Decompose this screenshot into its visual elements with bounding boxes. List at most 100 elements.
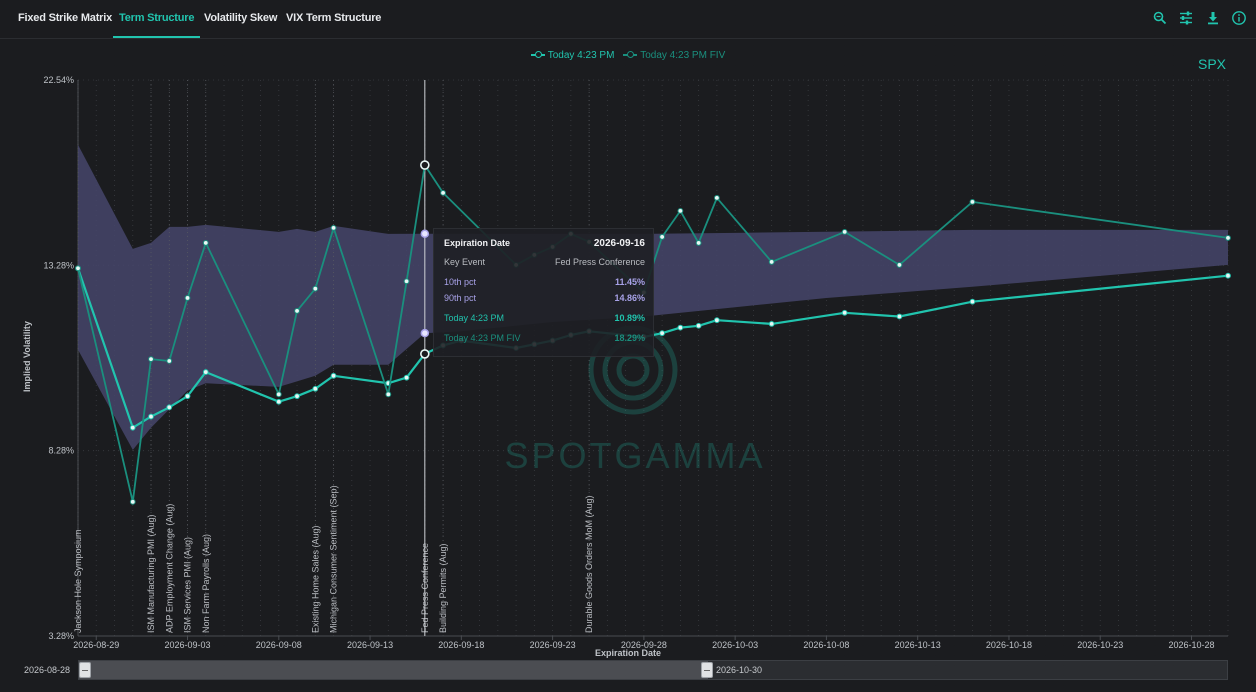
date-range-slider[interactable] [78, 660, 1228, 680]
slider-end-handle[interactable] [701, 662, 713, 678]
x-tick-label: 2026-09-23 [530, 640, 576, 650]
fiv-data-point [969, 198, 976, 205]
slider-start-handle[interactable] [79, 662, 91, 678]
today-data-point [202, 369, 209, 375]
download-icon[interactable] [1205, 10, 1221, 26]
fiv-data-point [385, 391, 392, 398]
today-data-point [659, 330, 666, 337]
fiv-data-point [202, 240, 209, 246]
fiv-data-point [312, 285, 319, 292]
legend-item-fiv[interactable]: Today 4:23 PM FIV [623, 50, 725, 61]
today-data-point [896, 313, 903, 320]
p90-marker [420, 229, 430, 238]
today-data-point [312, 385, 319, 392]
today-data-point [403, 374, 410, 381]
tooltip-row-today: Today 4:23 PM 10.89% [444, 313, 645, 325]
fiv-data-point [75, 265, 81, 272]
x-tick-label: 2026-09-13 [347, 640, 393, 650]
event-label: Building Permits (Aug) [438, 543, 448, 633]
x-tick-label: 2026-10-18 [986, 640, 1032, 650]
legend-swatch-today [530, 51, 545, 59]
tooltip-expiration-value: 2026-09-16 [593, 238, 645, 249]
fiv-data-point [896, 262, 903, 268]
tooltip-row-90th: 90th pct 14.86% [444, 293, 645, 305]
tooltip-today-label: Today 4:23 PM [444, 313, 505, 323]
fiv-data-point [294, 308, 300, 314]
fiv-data-point [330, 225, 337, 231]
y-tick-label: 3.28% [48, 631, 74, 641]
tab-volatility-skew[interactable]: Volatility Skew [204, 12, 278, 24]
today-data-point [129, 424, 136, 431]
slider-start-label: 2026-08-28 [24, 665, 71, 675]
info-icon[interactable] [1231, 10, 1247, 26]
p10-marker [420, 328, 430, 338]
x-tick-label: 2026-09-28 [621, 640, 667, 650]
x-tick-label: 2026-10-28 [1168, 640, 1214, 650]
tab-fixed-strike-matrix[interactable]: Fixed Strike Matrix [18, 12, 113, 24]
x-tick-label: 2026-08-29 [73, 640, 119, 650]
event-label: ISM Manufacturing PMI (Aug) [146, 514, 156, 633]
tooltip-row-10th: 10th pct 11.45% [444, 277, 645, 289]
x-tick-label: 2026-10-08 [803, 640, 849, 650]
legend-label-today: Today 4:23 PM [547, 50, 615, 61]
legend-label-fiv: Today 4:23 PM FIV [640, 50, 726, 61]
legend-item-today[interactable]: Today 4:23 PM [530, 50, 615, 61]
today-data-point [1225, 272, 1231, 279]
slider-end-label: 2026-10-30 [716, 665, 763, 675]
fiv-data-point [659, 234, 666, 240]
today-data-point [330, 372, 337, 379]
x-tick-label: 2026-09-03 [165, 640, 211, 650]
tooltip-key-event-value: Fed Press Conference [554, 257, 645, 267]
zoom-icon[interactable] [1152, 10, 1168, 26]
fiv-data-point [166, 358, 173, 364]
fiv-data-point [1225, 235, 1231, 241]
today-data-point [713, 317, 720, 324]
event-label: ISM Services PMI (Aug) [183, 537, 193, 633]
fiv-data-point [695, 240, 702, 246]
settings-sliders-icon[interactable] [1178, 10, 1194, 26]
legend-swatch-fiv [623, 51, 638, 59]
today-data-point [695, 322, 702, 329]
tab-vix-term-structure[interactable]: VIX Term Structure [286, 12, 382, 24]
tooltip-expiration-label: Expiration Date [444, 238, 511, 248]
y-tick-label: 13.28% [43, 260, 74, 270]
fiv-data-point [713, 194, 720, 201]
today-data-point [184, 393, 191, 400]
tab-term-structure[interactable]: Term Structure [113, 0, 201, 38]
today-data-point [677, 324, 684, 331]
fiv-data-point [403, 278, 410, 285]
tooltip-90th-label: 90th pct [444, 293, 477, 303]
fiv-data-point [768, 259, 775, 265]
tooltip-row-expiration: Expiration Date 2026-09-16 [444, 238, 645, 250]
event-label: Michigan Consumer Sentiment (Sep) [329, 485, 339, 633]
today-data-point [768, 320, 775, 327]
tooltip-10th-label: 10th pct [444, 277, 477, 287]
event-label: Existing Home Sales (Aug) [310, 525, 320, 633]
today-data-point [420, 349, 430, 359]
tooltip-key-event-label: Key Event [444, 257, 486, 267]
tooltip-fiv-label: Today 4:23 PM FIV [444, 333, 521, 343]
fiv-data-point [184, 295, 191, 301]
tooltip-row-fiv: Today 4:23 PM FIV 18.29% [444, 333, 645, 345]
slider-selection[interactable] [79, 661, 708, 679]
tooltip-row-key-event: Key Event Fed Press Conference [444, 257, 645, 269]
today-data-point [166, 404, 173, 411]
fiv-data-point [148, 356, 154, 363]
x-tick-label: 2026-10-03 [712, 640, 758, 650]
event-label: ADP Employment Change (Aug) [164, 504, 174, 633]
today-data-point [275, 398, 282, 405]
fiv-data-point [677, 207, 684, 214]
today-data-point [294, 393, 300, 400]
x-axis-title: Expiration Date [594, 648, 661, 658]
fiv-data-point [420, 160, 430, 170]
tooltip-90th-value: 14.86% [614, 293, 645, 303]
event-label: Jackson Hole Symposium [73, 529, 83, 633]
fiv-data-point [275, 391, 282, 398]
chart-legend: Today 4:23 PM Today 4:23 PM FIV [0, 50, 1256, 61]
fiv-data-point [440, 189, 446, 196]
event-label: Non Farm Payrolls (Aug) [201, 534, 211, 633]
today-data-point [841, 309, 848, 316]
fiv-data-point [129, 498, 136, 505]
y-tick-label: 8.28% [48, 446, 74, 456]
watermark-text: SPOTGAMMA [504, 435, 765, 476]
